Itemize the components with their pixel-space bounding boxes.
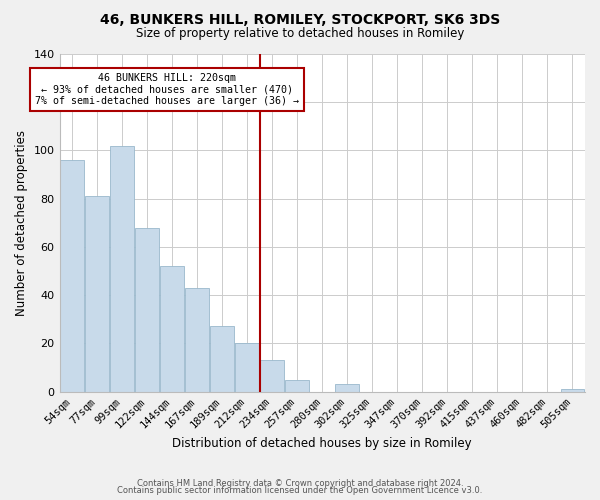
Bar <box>235 344 259 392</box>
Text: Contains public sector information licensed under the Open Government Licence v3: Contains public sector information licen… <box>118 486 482 495</box>
Bar <box>85 196 109 392</box>
Bar <box>135 228 159 392</box>
Text: 46, BUNKERS HILL, ROMILEY, STOCKPORT, SK6 3DS: 46, BUNKERS HILL, ROMILEY, STOCKPORT, SK… <box>100 12 500 26</box>
Y-axis label: Number of detached properties: Number of detached properties <box>15 130 28 316</box>
Bar <box>60 160 84 392</box>
Bar <box>160 266 184 392</box>
Text: 46 BUNKERS HILL: 220sqm
← 93% of detached houses are smaller (470)
7% of semi-de: 46 BUNKERS HILL: 220sqm ← 93% of detache… <box>35 74 299 106</box>
Text: Size of property relative to detached houses in Romiley: Size of property relative to detached ho… <box>136 28 464 40</box>
Bar <box>560 389 584 392</box>
Bar <box>335 384 359 392</box>
Bar <box>260 360 284 392</box>
Bar <box>185 288 209 392</box>
Bar <box>210 326 234 392</box>
Bar <box>110 146 134 392</box>
Text: Contains HM Land Registry data © Crown copyright and database right 2024.: Contains HM Land Registry data © Crown c… <box>137 478 463 488</box>
X-axis label: Distribution of detached houses by size in Romiley: Distribution of detached houses by size … <box>172 437 472 450</box>
Bar <box>286 380 309 392</box>
